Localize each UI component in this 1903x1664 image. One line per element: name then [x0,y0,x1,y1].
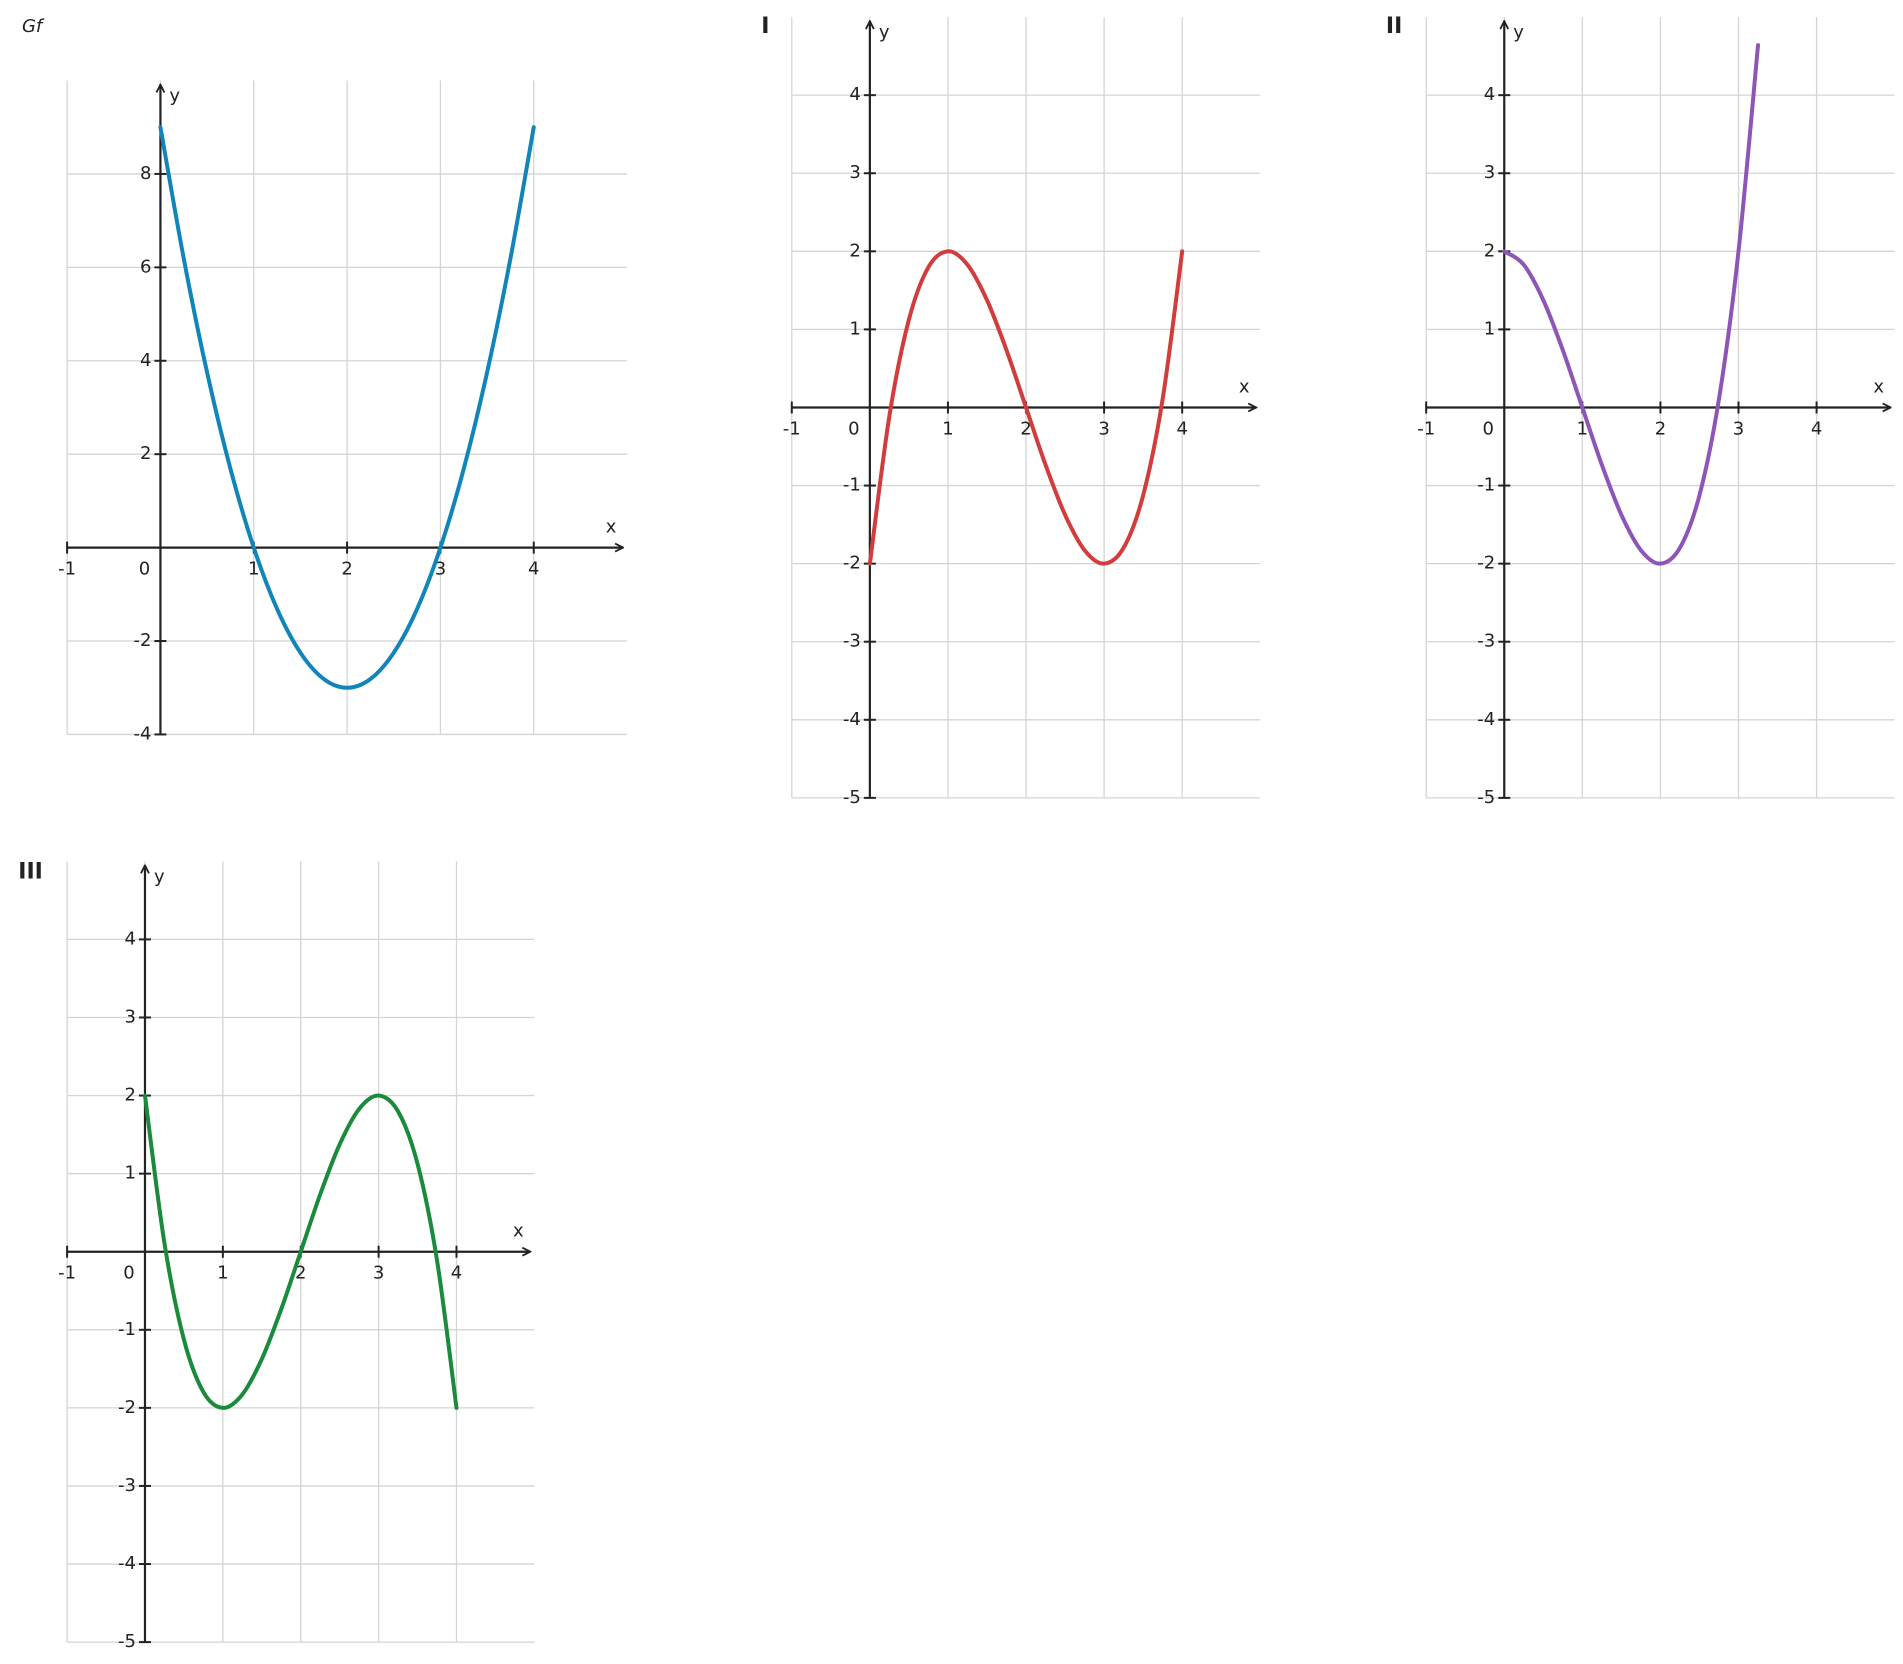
x-tick-label: -1 [1417,418,1435,439]
y-tick-label: -3 [843,631,861,652]
x-tick-label: 3 [435,559,446,580]
y-tick-label: 1 [1484,318,1495,339]
y-tick-label: -2 [843,553,861,574]
panel-title: Gf [22,16,45,37]
y-tick-label: -3 [118,1475,136,1496]
y-tick-label: 3 [125,1006,136,1027]
x-tick-label: 0 [1483,418,1494,439]
x-axis-label: x [1873,376,1884,397]
y-tick-label: 4 [849,84,860,105]
y-tick-label: -4 [1477,709,1495,730]
panel-title: II [1386,14,1402,39]
y-tick-label: -2 [133,630,151,651]
y-tick-label: -1 [118,1319,136,1340]
x-tick-label: 0 [123,1263,134,1284]
y-axis-label: y [154,866,165,887]
curve [1502,43,1761,566]
x-tick-label: 2 [1655,418,1666,439]
y-tick-label: -5 [118,1631,136,1652]
y-tick-label: 4 [140,350,151,371]
y-tick-label: 3 [849,162,860,183]
x-tick-label: 4 [1811,418,1822,439]
x-tick-label: -1 [783,418,801,439]
x-axis-label: x [513,1221,524,1242]
x-tick-label: -1 [58,559,76,580]
y-tick-label: -2 [118,1397,136,1418]
curve [158,125,536,690]
x-tick-label: 0 [139,559,150,580]
x-tick-label: 3 [1098,418,1109,439]
y-tick-label: -5 [843,787,861,808]
x-tick-label: 4 [451,1263,462,1284]
y-tick-label: 2 [125,1085,136,1106]
x-tick-label: 0 [848,418,859,439]
y-axis-label: y [1513,22,1524,43]
y-tick-label: 4 [1484,84,1495,105]
x-tick-label: 2 [341,559,352,580]
y-tick-label: -2 [1477,553,1495,574]
x-axis-label: x [606,517,617,538]
x-tick-label: 1 [217,1263,228,1284]
x-tick-label: 1 [942,418,953,439]
y-tick-label: 1 [125,1163,136,1184]
x-tick-label: 4 [1176,418,1187,439]
x-tick-label: 3 [373,1263,384,1284]
y-axis-label: y [169,86,180,107]
x-tick-label: -1 [58,1263,76,1284]
y-axis-label: y [879,22,890,43]
y-tick-label: -1 [843,475,861,496]
x-tick-label: 1 [1577,418,1588,439]
panel-title: III [18,859,43,884]
y-tick-label: 3 [1484,162,1495,183]
x-axis-label: x [1239,376,1250,397]
curve [142,1093,459,1410]
y-tick-label: 2 [849,240,860,261]
curve [867,249,1185,566]
panel-title: I [761,14,769,39]
x-tick-label: 2 [295,1263,306,1284]
y-tick-label: 2 [140,443,151,464]
y-tick-label: -3 [1477,631,1495,652]
x-tick-label: 4 [528,559,539,580]
y-tick-label: -1 [1477,475,1495,496]
y-tick-label: 4 [125,928,136,949]
y-tick-label: 6 [140,256,151,277]
y-tick-label: -4 [133,723,151,744]
y-tick-label: 2 [1484,240,1495,261]
y-tick-label: 8 [140,163,151,184]
y-tick-label: -4 [118,1553,136,1574]
x-tick-label: 1 [248,559,259,580]
y-tick-label: -5 [1477,787,1495,808]
y-tick-label: -4 [843,709,861,730]
y-tick-label: 1 [849,318,860,339]
x-tick-label: 2 [1020,418,1031,439]
x-tick-label: 3 [1733,418,1744,439]
